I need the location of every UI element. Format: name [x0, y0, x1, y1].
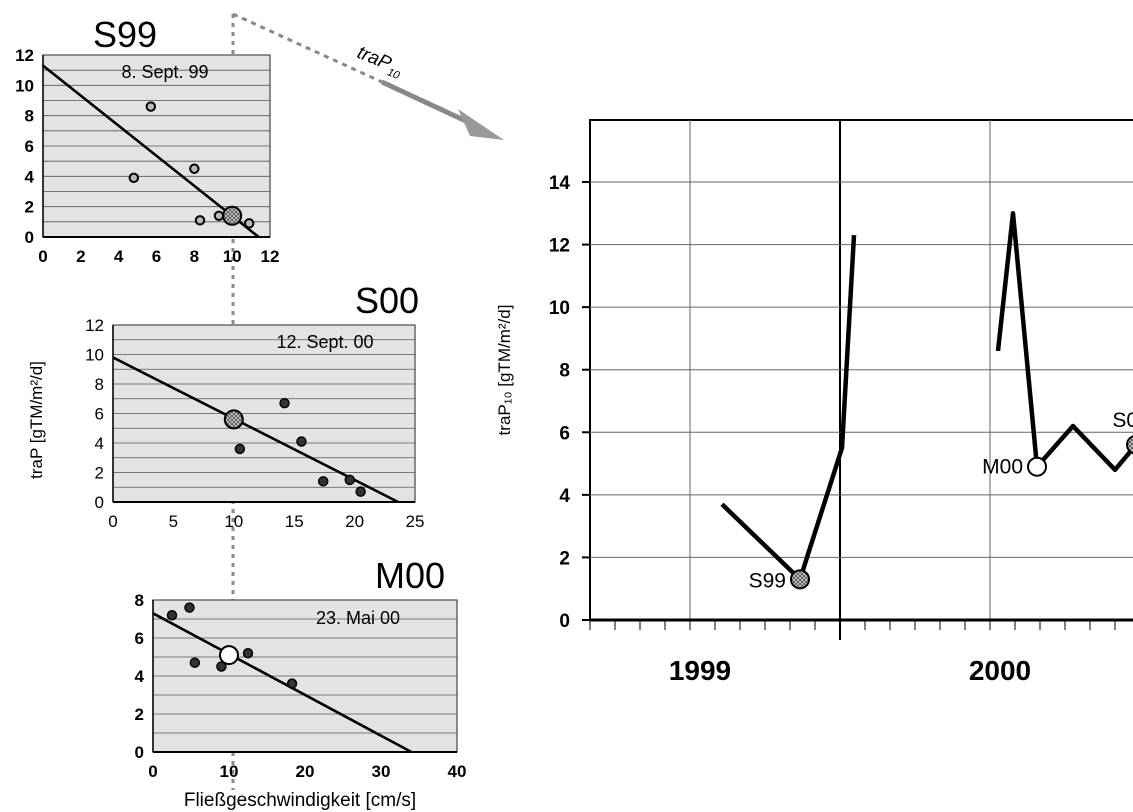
- data-point: [286, 678, 298, 689]
- scatter-chart-s99: 8. Sept. 99 0 2 4 6 8 10 12 0 2 4 6 8 10 12 S99: [15, 14, 279, 266]
- scatter-chart-m00: 23. Mai 00 0 2 4 6 8 0 10 20 30 40 M00: [135, 555, 467, 781]
- data-point: [243, 218, 255, 229]
- y-tick-label: 14: [549, 173, 571, 194]
- data-point: [279, 397, 290, 409]
- x-tick-label: 40: [448, 762, 467, 781]
- highlight-point: [219, 645, 239, 666]
- chart-title: S00: [355, 280, 419, 321]
- x-tick-label: 5: [169, 512, 178, 531]
- marker-label: S00: [1112, 409, 1133, 432]
- date-label: 23. Mai 00: [316, 608, 400, 628]
- y-tick-label: 6: [135, 629, 144, 648]
- chart-title: M00: [375, 555, 445, 596]
- data-point: [145, 101, 157, 112]
- data-point: [194, 215, 206, 226]
- y-tick-label: 8: [559, 361, 570, 382]
- date-label: 12. Sept. 00: [276, 332, 373, 352]
- data-point: [216, 661, 227, 672]
- timeseries-line-chart: 0 2 4 6 8 10 12 14 1999 2000 traP₁₀ [gTM/m²/d] S99 M…: [495, 119, 1133, 686]
- x-tick-label: 25: [406, 512, 425, 531]
- x-tick-label: 10: [220, 762, 239, 781]
- data-point: [317, 476, 329, 487]
- y-tick-label: 0: [559, 611, 570, 632]
- marker-m00: [1027, 456, 1047, 477]
- y-tick-label: 6: [559, 423, 570, 444]
- y-tick-label: 10: [549, 298, 570, 319]
- y-axis-label: traP₁₀ [gTM/m²/d]: [495, 305, 514, 436]
- arrow-label: traP10: [353, 42, 406, 82]
- marker-label: M00: [982, 456, 1023, 479]
- data-point: [166, 609, 178, 621]
- highlight-point: [222, 205, 243, 226]
- y-tick-label: 10: [85, 346, 104, 365]
- x-tick-label: 4: [114, 247, 124, 266]
- regression-line: [152, 612, 413, 754]
- y-tick-label: 4: [559, 486, 570, 507]
- x-tick-label: 12: [261, 247, 280, 266]
- y-tick-label: 12: [15, 46, 34, 65]
- y-tick-label: 2: [95, 464, 104, 483]
- x-tick-label: 0: [108, 512, 117, 531]
- data-point: [184, 602, 195, 613]
- y-tick-label: 8: [95, 375, 104, 394]
- y-tick-label: 0: [95, 493, 104, 512]
- y-tick-label: 8: [25, 107, 34, 126]
- x-tick-label: 30: [372, 762, 391, 781]
- shared-x-axis-label: Fließgeschwindigkeit [cm/s]: [184, 790, 416, 811]
- data-point: [189, 163, 200, 174]
- x-tick-label: 20: [345, 512, 364, 531]
- y-tick-label: 4: [95, 434, 104, 453]
- y-tick-label: 12: [549, 236, 570, 257]
- regression-line: [42, 64, 260, 239]
- year-label: 2000: [969, 655, 1031, 686]
- marker-label: S99: [749, 569, 786, 592]
- y-tick-label: 6: [25, 137, 34, 156]
- data-point: [234, 443, 246, 455]
- shared-y-axis-label: traP [gTM/m²/d]: [27, 361, 46, 479]
- data-point: [344, 474, 356, 486]
- marker-s99: [790, 569, 810, 590]
- data-point: [189, 657, 201, 668]
- x-tick-label: 10: [223, 247, 242, 266]
- x-tick-label: 6: [152, 247, 161, 266]
- data-point: [296, 436, 307, 447]
- y-tick-label: 0: [135, 743, 144, 762]
- y-tick-label: 8: [135, 591, 144, 610]
- y-tick-label: 4: [25, 167, 35, 186]
- y-tick-label: 0: [25, 228, 34, 247]
- y-tick-label: 12: [85, 316, 104, 335]
- series-line: [995, 211, 1133, 473]
- x-tick-label: 20: [296, 762, 315, 781]
- y-tick-label: 2: [135, 705, 144, 724]
- marker-s00: [1126, 435, 1133, 455]
- x-tick-label: 2: [76, 247, 85, 266]
- highlight-point: [223, 409, 244, 430]
- data-point: [213, 210, 225, 221]
- data-point: [355, 486, 366, 497]
- data-point: [242, 647, 254, 659]
- x-tick-label: 8: [190, 247, 199, 266]
- year-label: 1999: [669, 655, 731, 686]
- chart-title: S99: [93, 14, 157, 55]
- x-tick-label: 0: [148, 762, 157, 781]
- series-line: [720, 235, 857, 582]
- date-label: 8. Sept. 99: [121, 62, 208, 82]
- x-tick-label: 10: [224, 512, 243, 531]
- y-tick-label: 10: [15, 76, 34, 95]
- y-tick-label: 2: [559, 548, 570, 569]
- y-tick-label: 4: [135, 667, 145, 686]
- scatter-chart-s00: 12. Sept. 00 0 2 4 6 8 10 12 0 5 10 15 20 25 S00: [85, 280, 424, 531]
- x-tick-label: 15: [285, 512, 304, 531]
- y-tick-label: 2: [25, 198, 34, 217]
- x-tick-label: 0: [38, 247, 47, 266]
- y-tick-label: 6: [95, 405, 104, 424]
- data-point: [128, 172, 140, 184]
